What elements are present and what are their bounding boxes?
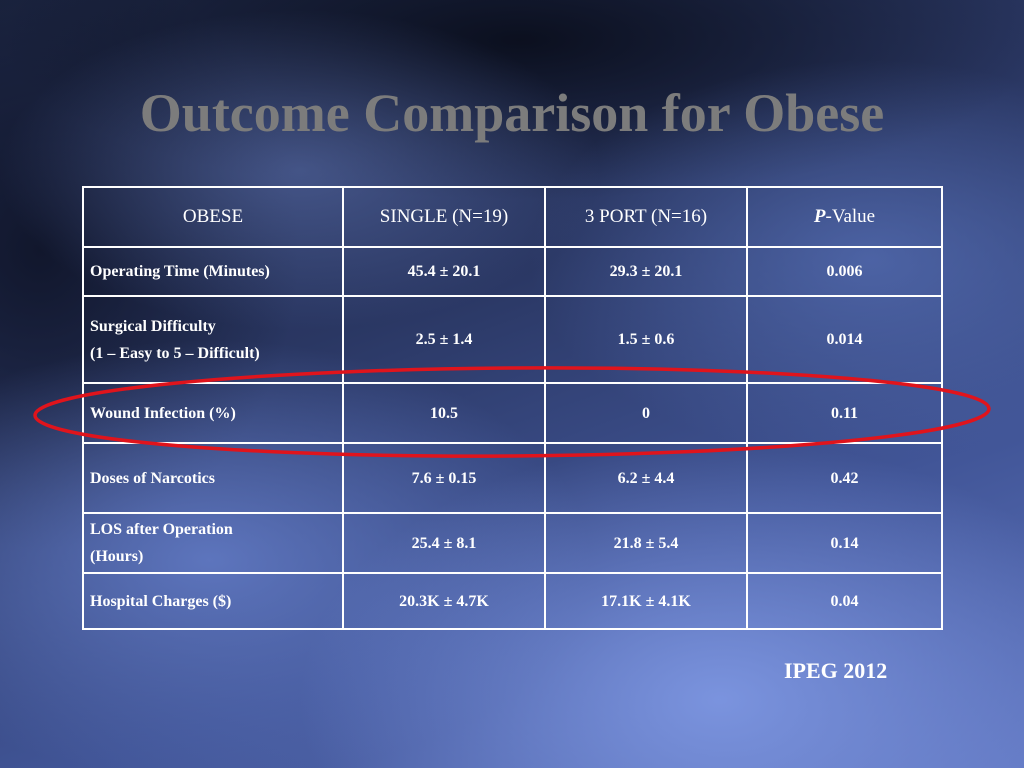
outcome-table: OBESE SINGLE (N=19) 3 PORT (N=16) P-Valu…: [82, 186, 943, 630]
row-label: Operating Time (Minutes): [82, 246, 344, 297]
cell-3-port: 21.8 ± 5.4: [544, 512, 748, 574]
row-label-line: Doses of Narcotics: [90, 469, 216, 487]
header-3-port: 3 PORT (N=16): [544, 186, 748, 248]
cell-single: 7.6 ± 0.15: [342, 442, 546, 514]
cell-single: 25.4 ± 8.1: [342, 512, 546, 574]
table-header-row: OBESE SINGLE (N=19) 3 PORT (N=16) P-Valu…: [82, 186, 943, 248]
row-label: LOS after Operation (Hours): [82, 512, 344, 574]
cell-p-value: 0.014: [746, 295, 943, 384]
table-row-doses-of-narcotics: Doses of Narcotics 7.6 ± 0.15 6.2 ± 4.4 …: [82, 442, 943, 514]
table-row-surgical-difficulty: Surgical Difficulty (1 – Easy to 5 – Diff…: [82, 295, 943, 384]
slide-title: Outcome Comparison for Obese: [139, 83, 885, 143]
header-single: SINGLE (N=19): [342, 186, 546, 248]
cell-single: 2.5 ± 1.4: [342, 295, 546, 384]
row-label-line: Wound Infection (%): [90, 404, 236, 422]
row-label: Hospital Charges ($): [82, 572, 344, 630]
row-label: Doses of Narcotics: [82, 442, 344, 514]
cell-3-port: 0: [544, 382, 748, 444]
row-label-line: Operating Time (Minutes): [90, 263, 270, 280]
p-value-suffix: -Value: [825, 206, 876, 227]
row-label-line: Hospital Charges ($): [90, 592, 232, 610]
p-value-italic-p: P: [813, 206, 826, 227]
row-label-line: Surgical Difficulty: [90, 317, 216, 335]
cell-p-value: 0.04: [746, 572, 943, 630]
row-label: Surgical Difficulty (1 – Easy to 5 – Diff…: [82, 295, 344, 384]
row-label-line: (1 – Easy to 5 – Difficult): [90, 344, 260, 362]
header-obese: OBESE: [82, 186, 344, 248]
table-row-hospital-charges: Hospital Charges ($) 20.3K ± 4.7K 17.1K …: [82, 572, 943, 630]
table-row-los-after-operation: LOS after Operation (Hours) 25.4 ± 8.1 21…: [82, 512, 943, 574]
cell-p-value: 0.42: [746, 442, 943, 514]
cell-3-port: 29.3 ± 20.1: [544, 246, 748, 297]
footer-conference-label: IPEG 2012: [784, 658, 888, 683]
cell-p-value: 0.006: [746, 246, 943, 297]
cell-single: 45.4 ± 20.1: [342, 246, 546, 297]
cell-3-port: 1.5 ± 0.6: [544, 295, 748, 384]
row-label-line: (Hours): [90, 548, 144, 565]
cell-3-port: 6.2 ± 4.4: [544, 442, 748, 514]
row-label: Wound Infection (%): [82, 382, 344, 444]
cell-3-port: 17.1K ± 4.1K: [544, 572, 748, 630]
header-p-value: P-Value: [746, 186, 943, 248]
cell-single: 20.3K ± 4.7K: [342, 572, 546, 630]
cell-single: 10.5: [342, 382, 546, 444]
table-row-operating-time: Operating Time (Minutes) 45.4 ± 20.1 29.…: [82, 246, 943, 297]
cell-p-value: 0.11: [746, 382, 943, 444]
row-label-line: LOS after Operation: [90, 521, 233, 538]
table-row-wound-infection: Wound Infection (%) 10.5 0 0.11: [82, 382, 943, 444]
cell-p-value: 0.14: [746, 512, 943, 574]
